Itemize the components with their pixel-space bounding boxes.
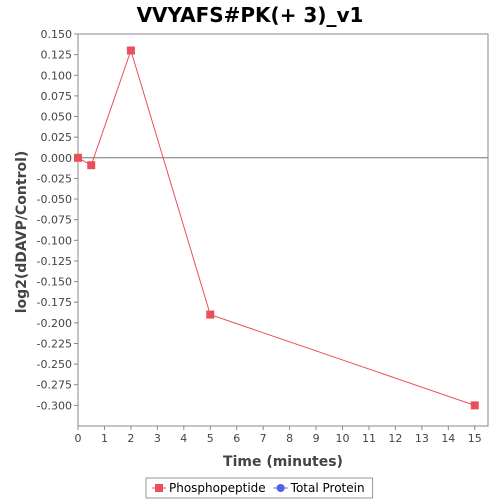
x-tick-label: 11	[362, 432, 376, 445]
plot-area	[77, 33, 489, 427]
x-tick-label: 0	[75, 432, 82, 445]
data-point	[206, 310, 215, 319]
plot-frame	[77, 33, 489, 427]
x-tick-label: 4	[180, 432, 187, 445]
legend-square-icon	[155, 484, 163, 492]
legend-entry-label: Total Protein	[290, 481, 365, 495]
y-axis: 0.150 0.125 0.100 0.075 0.050 0.025 0.000 -0.02…	[37, 28, 78, 412]
legend-circle-icon	[276, 484, 285, 492]
data-point	[126, 46, 135, 55]
x-tick-label: 2	[127, 432, 134, 445]
x-tick-label: 1	[101, 432, 108, 445]
legend-frame	[145, 477, 374, 499]
y-tick-label: 0.000	[41, 152, 73, 165]
x-axis-label: Time (minutes)	[223, 454, 343, 470]
y-tick-label: 0.050	[41, 111, 73, 124]
y-tick-label: -0.100	[37, 234, 72, 247]
y-tick-label: -0.025	[37, 172, 72, 185]
x-tick-label: 15	[468, 432, 482, 445]
y-tick-label: -0.225	[37, 337, 72, 350]
x-axis: 0 1 2 3 4 5 6 7 8 9 10 11 12 13 14 15	[75, 426, 482, 445]
y-tick-label: -0.050	[37, 193, 72, 206]
y-tick-label: -0.275	[37, 379, 72, 392]
y-tick-label: 0.075	[41, 90, 73, 103]
y-tick-label: -0.175	[37, 296, 72, 309]
y-tick-label: 0.150	[41, 28, 73, 41]
x-tick-label: 12	[388, 432, 402, 445]
y-tick-label: 0.100	[41, 69, 73, 82]
y-tick-label: -0.200	[37, 317, 72, 330]
x-tick-label: 5	[207, 432, 214, 445]
y-tick-label: -0.150	[37, 276, 72, 289]
x-tick-label: 8	[286, 432, 293, 445]
x-tick-label: 7	[260, 432, 267, 445]
chart-title: VVYAFS#PK(+ 3)_v1	[137, 3, 364, 27]
series-layer	[74, 46, 479, 410]
x-tick-label: 10	[336, 432, 350, 445]
legend-entry-label: Phosphopeptide	[169, 481, 266, 495]
x-tick-label: 9	[313, 432, 320, 445]
y-tick-label: 0.125	[41, 49, 73, 62]
x-tick-label: 6	[233, 432, 240, 445]
data-point	[470, 401, 479, 410]
legend: Phosphopeptide Total Protein	[145, 477, 374, 499]
y-tick-label: 0.025	[41, 131, 73, 144]
data-point	[74, 153, 82, 162]
data-point	[87, 161, 96, 170]
y-axis-label: log2(dDAVP/Control)	[14, 151, 30, 314]
x-tick-label: 3	[154, 432, 161, 445]
y-tick-label: -0.300	[37, 399, 72, 412]
x-tick-label: 14	[441, 432, 455, 445]
x-tick-label: 13	[415, 432, 429, 445]
y-tick-label: -0.075	[37, 214, 72, 227]
y-tick-label: -0.125	[37, 255, 72, 268]
y-tick-label: -0.250	[37, 358, 72, 371]
